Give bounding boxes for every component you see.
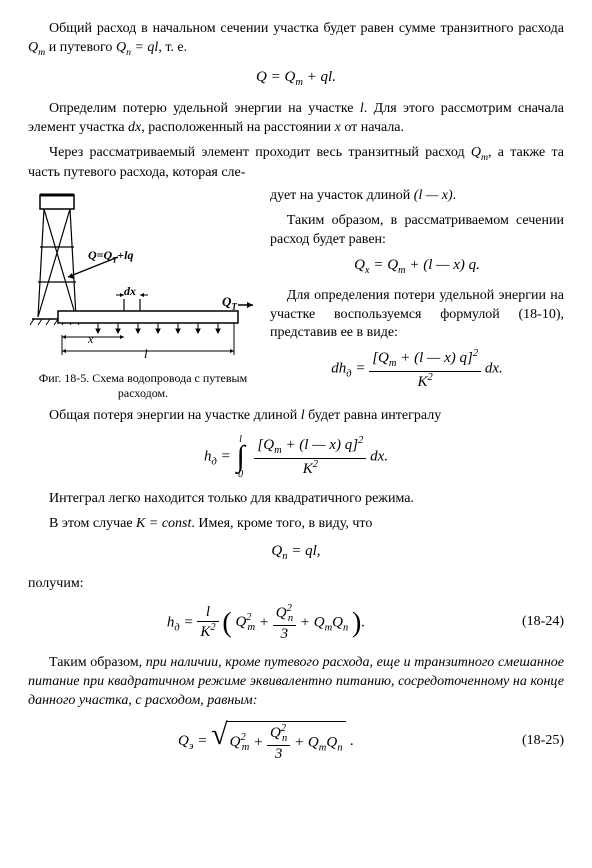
eq-text: = ql, (288, 543, 321, 559)
para-4: Общая потеря энергии на участке длиной l… (28, 407, 564, 426)
text: Через рассматриваемый элемент проходит в… (49, 145, 471, 160)
figure-wrap: Q=QT+lq dx QT x l Фиг. 18-5. Схема водоп… (28, 187, 564, 401)
para-1: Общий расход в начальном сечении участка… (28, 20, 564, 59)
eq-text: + ql. (303, 69, 336, 85)
equation-1: Q = Qm + ql. (28, 67, 564, 90)
eq-text: = (217, 448, 235, 464)
sym: Q (28, 40, 38, 55)
text: Общий расход в начальном сечении участка… (49, 21, 564, 36)
fraction: [Qm + (l — x) q]2 K2 (254, 436, 366, 477)
text: . (453, 188, 457, 203)
equation-6-row: hд = lK2 ( Q2m + Q2n3 + QmQn ). (18-24) (28, 604, 564, 643)
sym: (l — x) (414, 188, 453, 203)
text: от начала. (341, 120, 404, 135)
fraction: [Qm + (l — x) q]2 K2 (369, 349, 481, 390)
equation-7-number: (18-25) (504, 732, 564, 751)
text: Определим потерю удельной энергии на уча… (49, 101, 360, 116)
int-limits: l∫0 (234, 434, 246, 480)
para-7: получим: (28, 575, 564, 594)
para-r1: дует на участок длиной (l — x). (270, 187, 564, 206)
para-r3: Для определения потери удельной энергии … (270, 287, 564, 344)
equation-3: dhд = [Qm + (l — x) q]2 K2 dx. (270, 349, 564, 390)
equation-2: Qx = Qm + (l — x) q. (270, 255, 564, 278)
fig-label-l: l (144, 345, 148, 363)
text: , расположенный на расстоянии (141, 120, 334, 135)
para-3: Через рассматриваемый элемент проходит в… (28, 144, 564, 183)
eq-text: dx. (370, 448, 388, 464)
eq-text: Q (354, 257, 365, 273)
text: , т. е. (158, 40, 187, 55)
equation-7: Qэ = √ Q2m + Q2n3 + QmQn . (28, 721, 504, 763)
eq-text: + (l — x) q. (406, 257, 480, 273)
text: . Имея, кроме того, в виду, что (191, 516, 372, 531)
equation-6: hд = lK2 ( Q2m + Q2n3 + QmQn ). (28, 604, 504, 643)
sub: m (481, 152, 488, 163)
eq-text: Q = Q (256, 69, 295, 85)
sym: Q (471, 145, 481, 160)
sub: m (398, 265, 406, 276)
figure-diagram (28, 187, 258, 367)
para-6: В этом случае K = const. Имея, кроме тог… (28, 515, 564, 534)
eq-text: = Q (370, 257, 398, 273)
equation-5: Qn = ql, (28, 541, 564, 564)
equation-7-row: Qэ = √ Q2m + Q2n3 + QmQn . (18-25) (28, 721, 564, 763)
equation-6-number: (18-24) (504, 613, 564, 632)
fig-label-Q: Q=QT+lq (88, 247, 133, 266)
sym: K = const (136, 516, 191, 531)
eq-text: dx. (485, 361, 503, 377)
para-5: Интеграл легко находится только для квад… (28, 490, 564, 509)
sym: Q (116, 40, 126, 55)
sym: dx (128, 120, 141, 135)
eq-text: = (352, 361, 370, 377)
text: дует на участок длиной (270, 188, 414, 203)
text: Общая потеря энергии на участке длиной (49, 408, 301, 423)
figure-column: Q=QT+lq dx QT x l Фиг. 18-5. Схема водоп… (28, 187, 258, 401)
fig-label-QT: QT (222, 293, 237, 313)
sub: m (295, 77, 303, 88)
equation-4: hд = l∫0 [Qm + (l — x) q]2 K2 dx. (28, 434, 564, 480)
sqrt: √ Q2m + Q2n3 + QmQn (211, 721, 346, 763)
para-8: Таким образом, при наличии, кроме путево… (28, 654, 564, 711)
fig-label-dx: dx (124, 283, 136, 299)
right-column: дует на участок длиной (l — x). Таким об… (270, 187, 564, 401)
text: Таким образом, (49, 655, 146, 670)
text: и путевого (45, 40, 116, 55)
eq-text: Q (271, 543, 282, 559)
fig-label-x: x (88, 331, 93, 347)
eq-text: h (204, 448, 212, 464)
para-r2: Таким образом, в рассматриваемом сечении… (270, 212, 564, 250)
text: будет равна интегралу (305, 408, 442, 423)
figure-caption: Фиг. 18-5. Схема водопровода с путевым р… (28, 371, 258, 401)
text: В этом случае (49, 516, 136, 531)
sym: = ql (131, 40, 158, 55)
eq-text: dh (331, 361, 346, 377)
para-2: Определим потерю удельной энергии на уча… (28, 100, 564, 138)
